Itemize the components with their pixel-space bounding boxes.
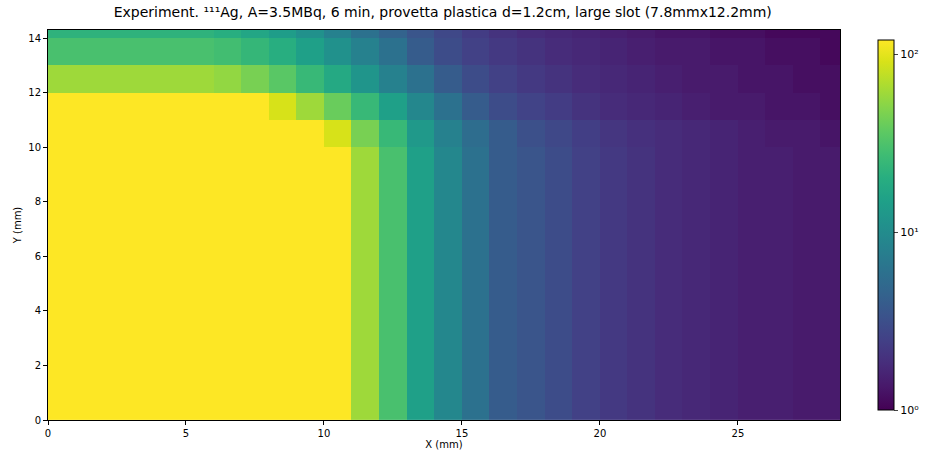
svg-text:10: 10 [318, 428, 331, 439]
svg-text:10²: 10² [900, 48, 918, 61]
svg-text:4: 4 [35, 305, 41, 316]
svg-text:Experiment. ¹¹¹Ag, A=3.5MBq, 6: Experiment. ¹¹¹Ag, A=3.5MBq, 6 min, prov… [114, 4, 772, 20]
svg-text:8: 8 [35, 196, 41, 207]
svg-text:6: 6 [35, 251, 41, 262]
svg-text:Y (mm): Y (mm) [12, 207, 23, 245]
svg-text:15: 15 [456, 428, 469, 439]
svg-text:14: 14 [28, 33, 41, 44]
svg-text:5: 5 [183, 428, 189, 439]
svg-text:X (mm): X (mm) [425, 439, 462, 450]
svg-text:2: 2 [35, 360, 41, 371]
svg-text:20: 20 [594, 428, 607, 439]
svg-text:0: 0 [45, 428, 51, 439]
svg-text:10: 10 [28, 142, 41, 153]
svg-text:12: 12 [28, 87, 41, 98]
svg-text:10¹: 10¹ [900, 226, 918, 239]
svg-text:10⁰: 10⁰ [900, 404, 919, 417]
svg-text:0: 0 [35, 415, 41, 426]
svg-text:25: 25 [732, 428, 745, 439]
